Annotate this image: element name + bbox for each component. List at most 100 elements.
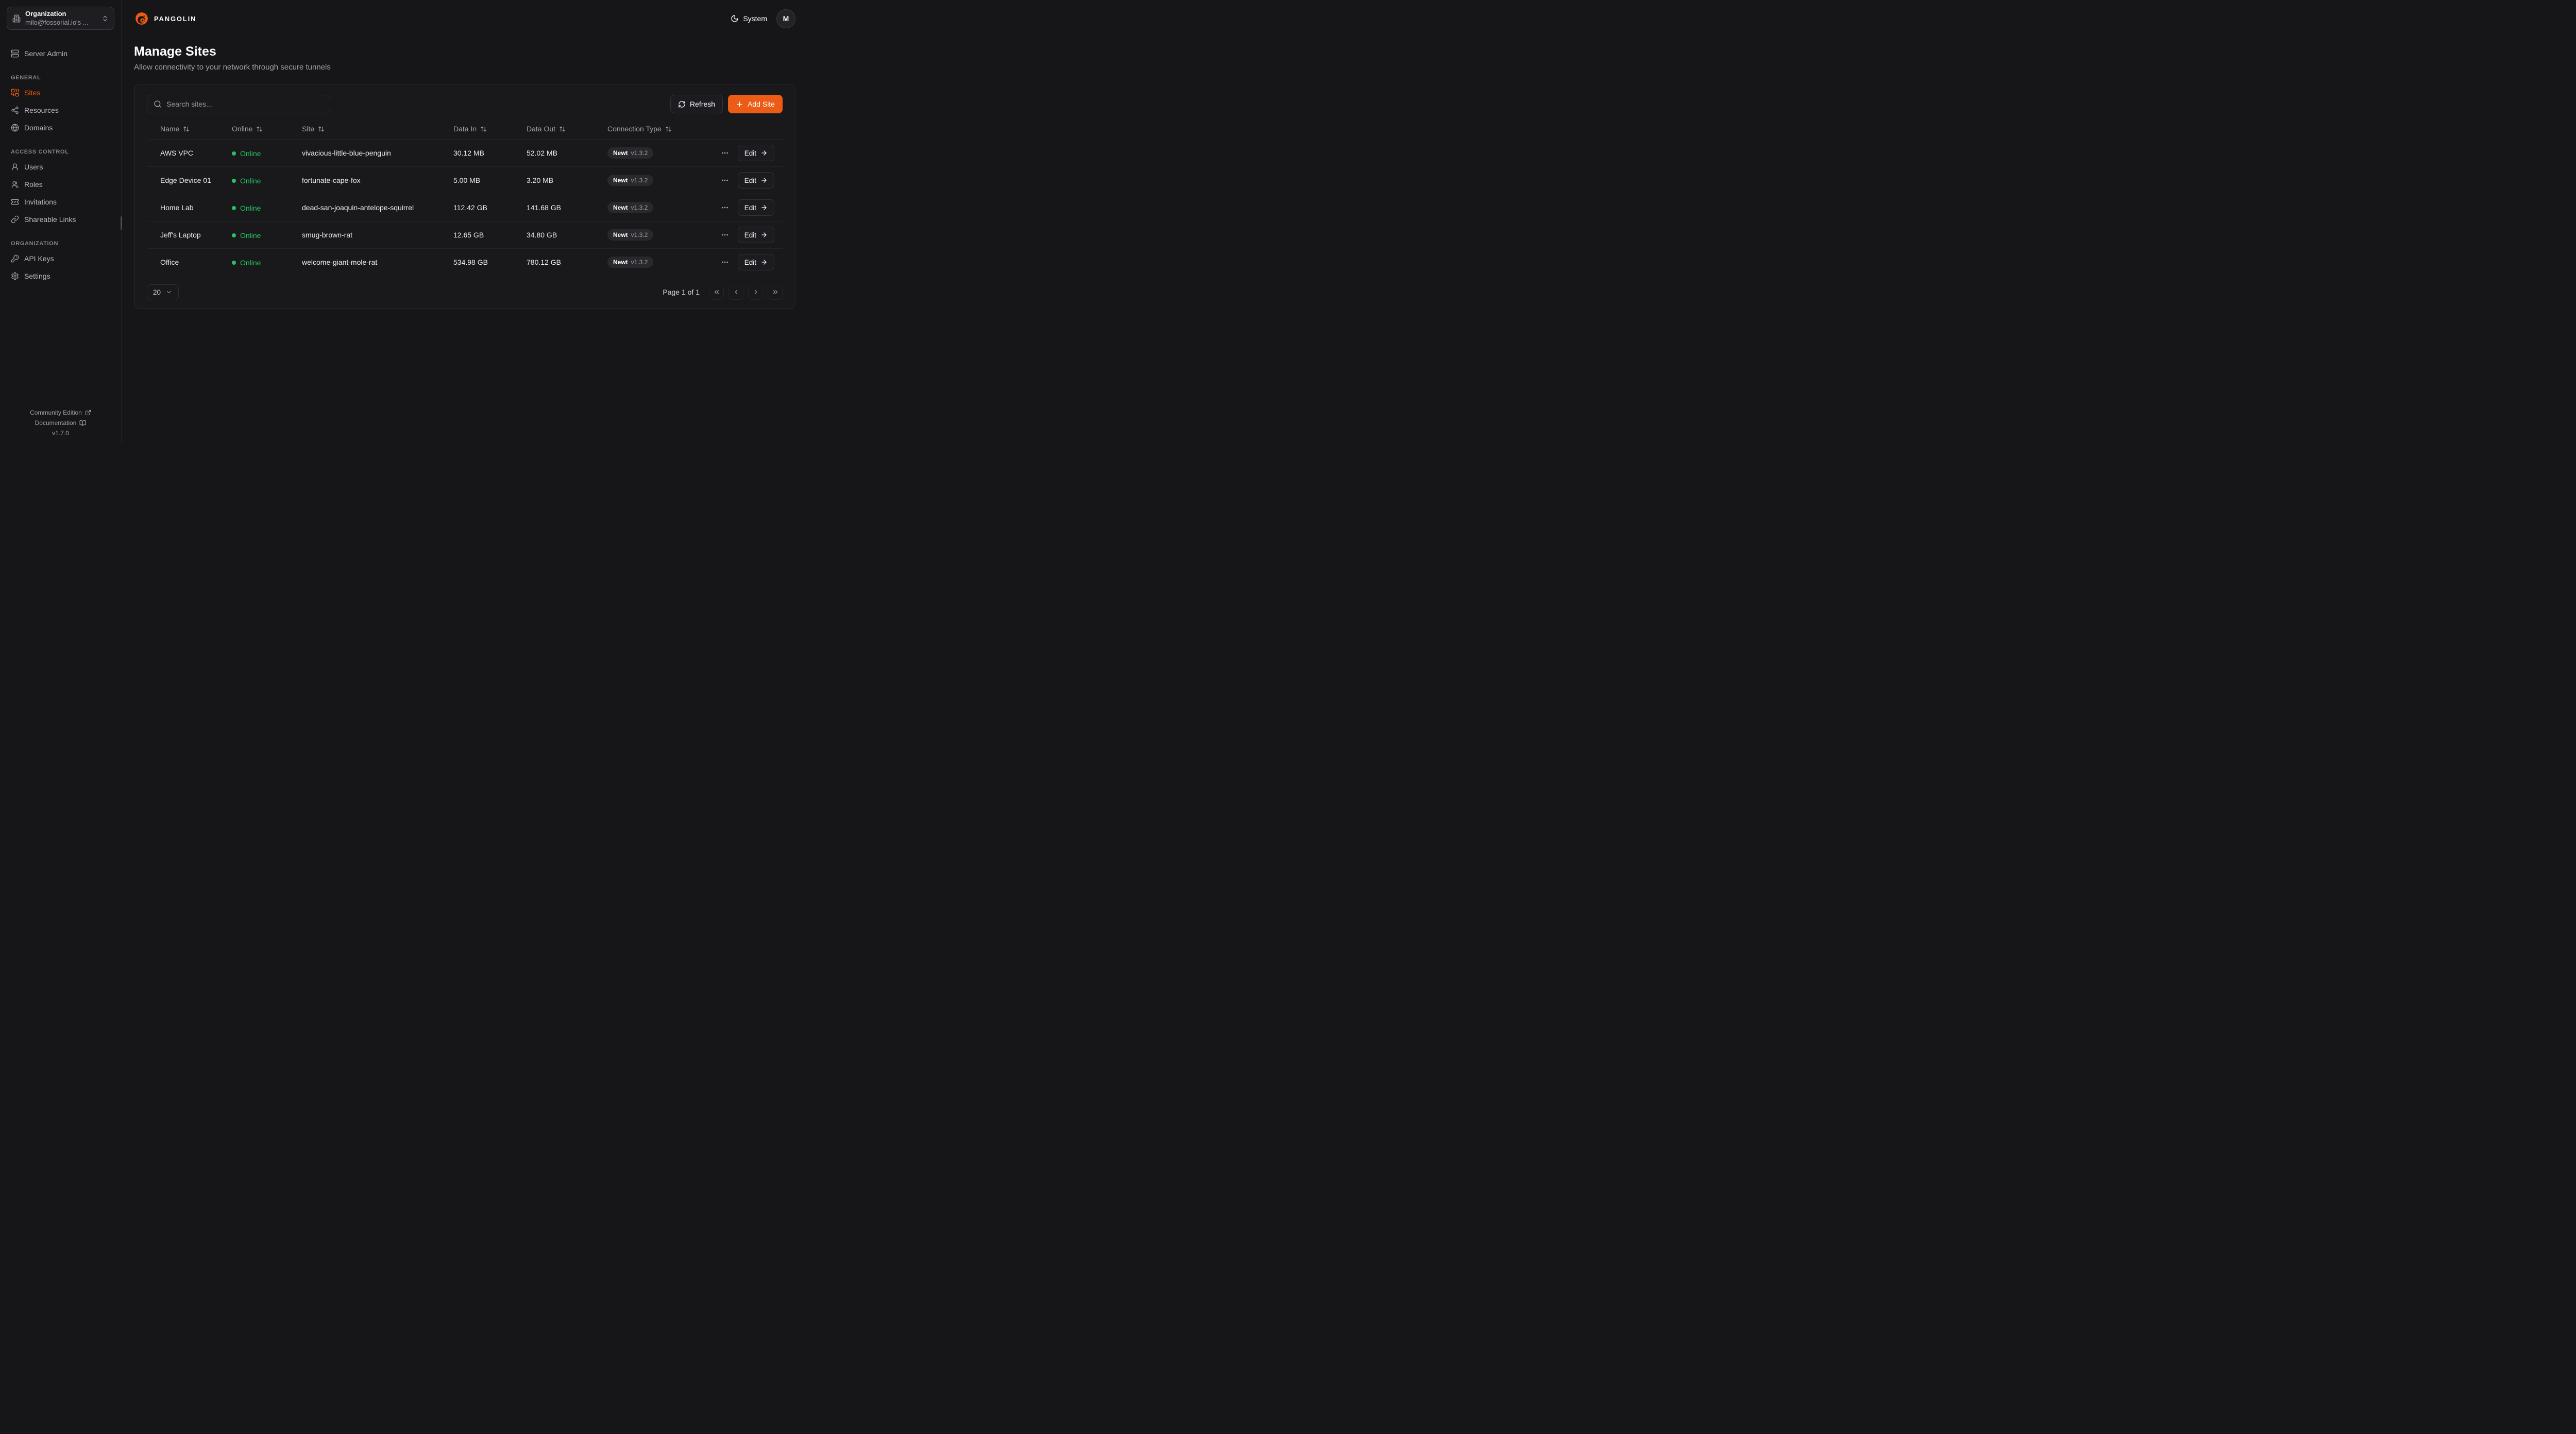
sort-icon — [256, 126, 263, 132]
column-header-name[interactable]: Name — [147, 117, 224, 140]
refresh-button[interactable]: Refresh — [670, 95, 723, 113]
edit-button[interactable]: Edit — [737, 227, 774, 243]
column-label: Data Out — [527, 125, 556, 133]
data-out-value: 780.12 GB — [527, 258, 561, 267]
sort-icon — [559, 126, 566, 132]
column-header-site[interactable]: Site — [294, 117, 445, 140]
column-header-online[interactable]: Online — [224, 117, 294, 140]
arrow-right-icon — [760, 231, 768, 238]
cell-data-in: 534.98 GB — [445, 248, 518, 276]
cell-data-out: 780.12 GB — [518, 248, 599, 276]
ellipsis-icon — [721, 149, 729, 157]
gear-icon — [11, 272, 19, 280]
ellipsis-icon — [721, 258, 729, 266]
sidebar-item-server-admin[interactable]: Server Admin — [7, 45, 114, 62]
sidebar-item-sites[interactable]: Sites — [7, 84, 114, 101]
data-out-value: 141.68 GB — [527, 203, 561, 212]
column-header-data-out[interactable]: Data Out — [518, 117, 599, 140]
refresh-label: Refresh — [690, 100, 716, 108]
documentation-link[interactable]: Documentation — [35, 419, 87, 426]
row-menu-button[interactable] — [720, 230, 730, 240]
search-input[interactable] — [166, 100, 324, 108]
online-dot-icon — [232, 178, 236, 183]
status-badge: Online — [232, 177, 261, 185]
org-switcher[interactable]: Organization milo@fossorial.io's ... — [7, 7, 114, 30]
page-size-select[interactable]: 20 — [147, 284, 179, 300]
avatar[interactable]: M — [776, 9, 795, 28]
building-icon — [12, 14, 21, 23]
cell-site: vivacious-little-blue-penguin — [294, 139, 445, 167]
sidebar: Organization milo@fossorial.io's ... Ser… — [0, 0, 122, 443]
column-header-connection-type[interactable]: Connection Type — [599, 117, 718, 140]
sidebar-resize-handle[interactable] — [121, 216, 122, 230]
row-menu-button[interactable] — [720, 148, 730, 158]
moon-icon — [731, 14, 739, 23]
sidebar-item-resources[interactable]: Resources — [7, 101, 114, 119]
sidebar-item-shareable-links[interactable]: Shareable Links — [7, 211, 114, 228]
edit-button[interactable]: Edit — [737, 145, 774, 161]
connection-type-badge: Newt v1.3.2 — [607, 229, 654, 241]
connection-version: v1.3.2 — [631, 149, 648, 157]
data-in-value: 12.65 GB — [453, 231, 484, 239]
cell-online: Online — [224, 139, 294, 167]
edit-button[interactable]: Edit — [737, 254, 774, 271]
previous-page-button[interactable] — [728, 284, 743, 300]
column-header-data-in[interactable]: Data In — [445, 117, 518, 140]
sidebar-item-label: Sites — [24, 89, 41, 97]
sort-icon — [665, 126, 672, 132]
sidebar-item-api-keys[interactable]: API Keys — [7, 250, 114, 267]
cell-connection-type: Newt v1.3.2 — [599, 221, 718, 249]
sidebar-item-domains[interactable]: Domains — [7, 119, 114, 136]
ellipsis-icon — [721, 231, 729, 239]
cell-online: Online — [224, 248, 294, 276]
documentation-label: Documentation — [35, 419, 77, 426]
topbar-actions: System M — [731, 9, 795, 28]
edit-label: Edit — [744, 176, 756, 184]
sidebar-item-roles[interactable]: Roles — [7, 176, 114, 193]
cell-online: Online — [224, 166, 294, 194]
site-name: AWS VPC — [160, 149, 194, 157]
refresh-icon — [678, 100, 686, 108]
cell-data-in: 5.00 MB — [445, 166, 518, 194]
cell-actions: Edit — [718, 194, 783, 221]
theme-toggle-label: System — [743, 14, 767, 23]
table-row: Edge Device 01 Online fortunate-cape-fox… — [147, 166, 783, 194]
main-content: PANGOLIN System M Manage Sites Allow con… — [122, 0, 808, 443]
column-header-actions — [718, 117, 783, 140]
book-open-icon — [79, 420, 86, 426]
add-site-button[interactable]: Add Site — [728, 95, 783, 113]
last-page-button[interactable] — [768, 284, 783, 300]
cell-name: Jeff's Laptop — [147, 221, 224, 249]
first-page-button[interactable] — [709, 284, 724, 300]
table-header-row: Name Online Site Data In Data Out Connec… — [147, 117, 783, 140]
next-page-button[interactable] — [748, 284, 763, 300]
ellipsis-icon — [721, 203, 729, 212]
data-in-value: 30.12 MB — [453, 149, 484, 157]
row-menu-button[interactable] — [720, 175, 730, 185]
edit-button[interactable]: Edit — [737, 199, 774, 216]
cell-connection-type: Newt v1.3.2 — [599, 248, 718, 276]
sidebar-item-users[interactable]: Users — [7, 158, 114, 176]
row-menu-button[interactable] — [720, 202, 730, 213]
sidebar-item-invitations[interactable]: Invitations — [7, 193, 114, 211]
status-label: Online — [240, 231, 261, 240]
chevron-right-icon — [752, 288, 759, 296]
data-in-value: 534.98 GB — [453, 258, 488, 267]
chevrons-right-icon — [772, 288, 779, 296]
sidebar-item-settings[interactable]: Settings — [7, 267, 114, 285]
connection-name: Newt — [613, 177, 628, 184]
sidebar-item-label: Shareable Links — [24, 215, 76, 224]
row-menu-button[interactable] — [720, 257, 730, 267]
connection-name: Newt — [613, 204, 628, 211]
chevron-down-icon — [165, 288, 173, 296]
edit-button[interactable]: Edit — [737, 172, 774, 189]
add-site-label: Add Site — [748, 100, 775, 108]
sidebar-nav: Server Admin GENERAL Sites Resources Do — [0, 37, 121, 403]
edit-label: Edit — [744, 231, 756, 239]
sidebar-item-label: Settings — [24, 272, 50, 280]
data-out-value: 34.80 GB — [527, 231, 557, 239]
pangolin-logo-icon — [134, 11, 149, 26]
theme-toggle-button[interactable]: System — [731, 14, 767, 23]
community-edition-link[interactable]: Community Edition — [30, 409, 91, 416]
site-tunnel-name: dead-san-joaquin-antelope-squirrel — [302, 203, 414, 212]
